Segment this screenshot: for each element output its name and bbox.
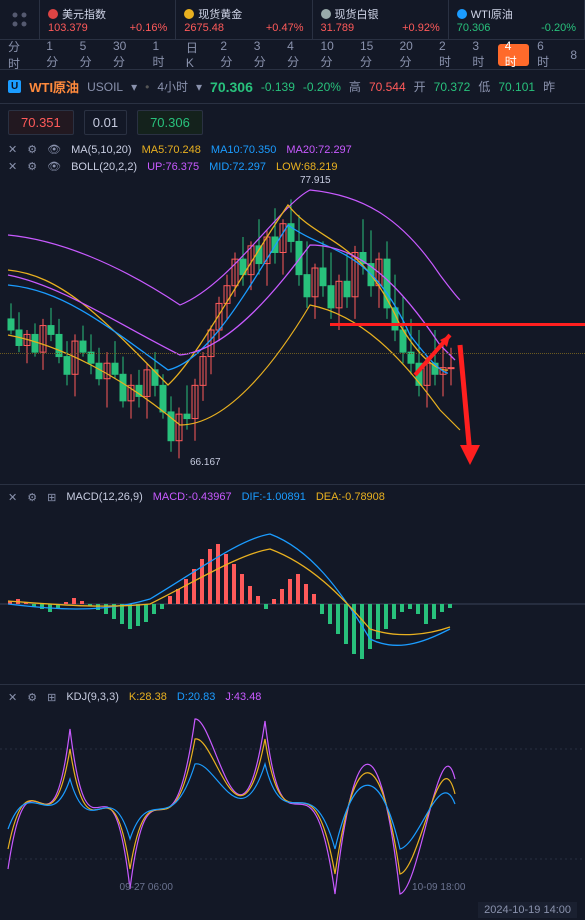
ma5-value: MA5:70.248: [142, 144, 201, 156]
ticker-item[interactable]: WTI原油70.306-0.20%: [449, 0, 585, 39]
kdj-d: D:20.83: [177, 691, 216, 703]
timeframe-button[interactable]: 日K: [178, 40, 213, 69]
eye-icon[interactable]: 👁: [47, 160, 61, 173]
pre-label: 昨: [543, 78, 555, 95]
high-value: 70.544: [369, 80, 406, 94]
period-label[interactable]: 4小时: [157, 78, 188, 95]
x-tick: 09-27 06:00: [120, 882, 173, 893]
high-label: 高: [349, 78, 361, 95]
expand-icon[interactable]: ⊞: [47, 491, 56, 504]
eye-icon[interactable]: 👁: [47, 143, 61, 156]
macd-v2: DIF:-1.00891: [242, 491, 306, 503]
dropdown-icon[interactable]: ▾: [196, 80, 202, 94]
order-price-bar: 70.351 0.01 70.306: [0, 104, 585, 141]
timeframe-button[interactable]: 2时: [431, 40, 464, 69]
ma-label: MA(5,10,20): [71, 144, 132, 156]
settings-icon[interactable]: ⚙: [27, 143, 37, 156]
timeframe-button[interactable]: 10分: [312, 40, 352, 69]
macd-chart: [0, 509, 585, 685]
boll-label: BOLL(20,2,2): [71, 161, 137, 173]
kdj-panel[interactable]: ✕ ⚙ ⊞ KDJ(9,3,3) K:28.38 D:20.83 J:43.48…: [0, 685, 585, 895]
step-box[interactable]: 0.01: [84, 110, 127, 135]
macd-panel[interactable]: ✕ ⚙ ⊞ MACD(12,26,9) MACD:-0.43967 DIF:-1…: [0, 485, 585, 685]
ticker-item[interactable]: 现货黄金2675.48+0.47%: [176, 0, 312, 39]
bid-box[interactable]: 70.351: [8, 110, 74, 135]
timeframe-button[interactable]: 1分: [38, 40, 71, 69]
timestamp: 2024-10-19 14:00: [478, 902, 577, 918]
kdj-j: J:43.48: [225, 691, 261, 703]
timeframe-button[interactable]: 15分: [352, 40, 392, 69]
main-chart[interactable]: 77.915 66.167: [0, 175, 585, 485]
symbol-name[interactable]: WTI原油: [29, 77, 79, 96]
dropdown-icon[interactable]: ▾: [131, 80, 137, 94]
x-tick: 10-09 18:00: [412, 882, 465, 893]
low-label: 低: [478, 78, 490, 95]
boll-low: LOW:68.219: [276, 161, 338, 173]
high-label: 77.915: [300, 175, 331, 186]
price-change: -0.139: [261, 80, 295, 94]
x-axis: 09-27 06:00 10-09 18:00: [0, 880, 585, 895]
close-icon[interactable]: ✕: [8, 691, 17, 704]
boll-up: UP:76.375: [147, 161, 199, 173]
timeframe-button[interactable]: 8: [562, 40, 585, 69]
timeframe-button[interactable]: 4分: [279, 40, 312, 69]
close-icon[interactable]: ✕: [8, 160, 17, 173]
grid-icon: [11, 11, 29, 29]
candlestick-chart: [0, 175, 585, 485]
close-icon[interactable]: ✕: [8, 491, 17, 504]
macd-header: ✕ ⚙ ⊞ MACD(12,26,9) MACD:-0.43967 DIF:-1…: [0, 485, 585, 509]
kdj-header: ✕ ⚙ ⊞ KDJ(9,3,3) K:28.38 D:20.83 J:43.48: [0, 685, 585, 709]
symbol-info-bar: U WTI原油 USOIL ▾ • 4小时 ▾ 70.306 -0.139 -0…: [0, 70, 585, 104]
timeframe-button[interactable]: 6时: [529, 40, 562, 69]
menu-button[interactable]: [0, 0, 40, 39]
kdj-label: KDJ(9,3,3): [66, 691, 119, 703]
timeframe-button[interactable]: 分时: [0, 40, 38, 69]
close-icon[interactable]: ✕: [8, 143, 17, 156]
timeframe-button[interactable]: 30分: [105, 40, 145, 69]
expand-icon[interactable]: ⊞: [47, 691, 56, 704]
price-pct: -0.20%: [303, 80, 341, 94]
timeframe-button[interactable]: 1时: [145, 40, 178, 69]
timeframe-button[interactable]: 4时: [498, 44, 529, 66]
timeframe-bar: 分时1分5分30分1时日K2分3分4分10分15分20分2时3时4时6时8: [0, 40, 585, 70]
timeframe-button[interactable]: 3时: [464, 40, 497, 69]
timeframe-button[interactable]: 20分: [392, 40, 432, 69]
low-label: 66.167: [190, 457, 221, 468]
boll-indicator-row: ✕ ⚙ 👁 BOLL(20,2,2) UP:76.375 MID:72.297 …: [0, 158, 585, 175]
ma-indicator-row: ✕ ⚙ 👁 MA(5,10,20) MA5:70.248 MA10:70.350…: [0, 141, 585, 158]
macd-v3: DEA:-0.78908: [316, 491, 385, 503]
symbol-badge: U: [8, 80, 21, 93]
boll-mid: MID:72.297: [209, 161, 266, 173]
ticker-item[interactable]: 现货白银31.789+0.92%: [313, 0, 449, 39]
ticker-item[interactable]: 美元指数103.379+0.16%: [40, 0, 176, 39]
timeframe-button[interactable]: 5分: [72, 40, 105, 69]
settings-icon[interactable]: ⚙: [27, 691, 37, 704]
symbol-code: USOIL: [87, 80, 123, 94]
kdj-k: K:28.38: [129, 691, 167, 703]
macd-label: MACD(12,26,9): [66, 491, 142, 503]
ask-box[interactable]: 70.306: [137, 110, 203, 135]
top-ticker-bar: 美元指数103.379+0.16%现货黄金2675.48+0.47%现货白银31…: [0, 0, 585, 40]
open-label: 开: [414, 78, 426, 95]
low-value: 70.101: [498, 80, 535, 94]
kdj-chart: [0, 709, 585, 895]
macd-v1: MACD:-0.43967: [153, 491, 232, 503]
settings-icon[interactable]: ⚙: [27, 160, 37, 173]
last-price: 70.306: [210, 79, 253, 95]
timeframe-button[interactable]: 2分: [212, 40, 245, 69]
ma10-value: MA10:70.350: [211, 144, 276, 156]
timeframe-button[interactable]: 3分: [246, 40, 279, 69]
annotation-arrow-down: [440, 335, 490, 475]
settings-icon[interactable]: ⚙: [27, 491, 37, 504]
open-value: 70.372: [434, 80, 471, 94]
dotted-line: [0, 353, 585, 354]
ma20-value: MA20:72.297: [286, 144, 351, 156]
